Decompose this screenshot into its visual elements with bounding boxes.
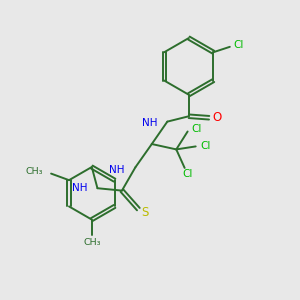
Text: CH₃: CH₃: [83, 238, 100, 247]
Text: Cl: Cl: [182, 169, 193, 179]
Text: Cl: Cl: [200, 140, 210, 151]
Text: S: S: [141, 206, 148, 219]
Text: O: O: [212, 111, 221, 124]
Text: NH: NH: [142, 118, 158, 128]
Text: CH₃: CH₃: [25, 167, 43, 176]
Text: NH: NH: [109, 165, 124, 175]
Text: NH: NH: [72, 183, 88, 193]
Text: Cl: Cl: [191, 124, 202, 134]
Text: Cl: Cl: [234, 40, 244, 50]
